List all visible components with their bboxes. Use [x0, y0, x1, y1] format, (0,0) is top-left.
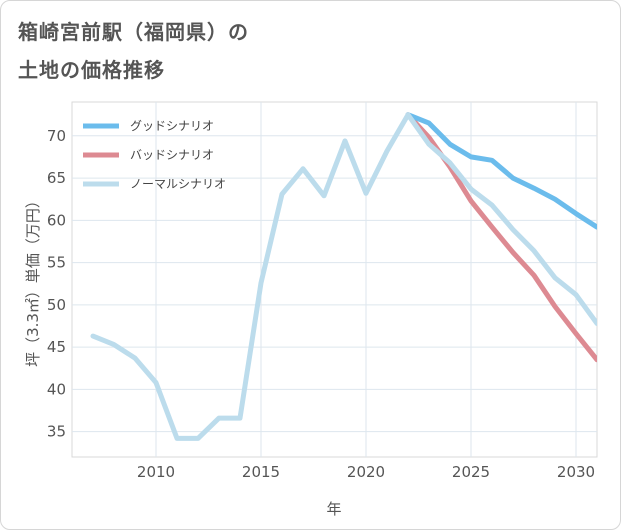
- y-tick-label: 35: [47, 423, 66, 441]
- chart-title-line1: 箱崎宮前駅（福岡県）の: [18, 20, 249, 44]
- x-tick-label: 2030: [557, 463, 595, 481]
- x-tick-label: 2010: [137, 463, 175, 481]
- axis-ticks: 2010 2015 2020 2025 2030 35 40 45 50 55 60 65 70: [47, 127, 595, 481]
- legend-label: バッドシナリオ: [130, 148, 214, 162]
- series-line-2: [90, 112, 597, 441]
- legend-label: ノーマルシナリオ: [130, 177, 226, 191]
- legend-label: グッドシナリオ: [130, 119, 214, 133]
- y-tick-label: 70: [47, 127, 66, 145]
- y-tick-label: 45: [47, 338, 66, 356]
- chart-title-line2: 土地の価格推移: [18, 58, 165, 82]
- series-line-0: [405, 112, 597, 230]
- series-lines: [90, 112, 597, 441]
- x-tick-label: 2020: [347, 463, 385, 481]
- y-tick-label: 65: [47, 169, 66, 187]
- y-tick-label: 60: [47, 211, 66, 229]
- x-tick-label: 2015: [242, 463, 280, 481]
- x-tick-label: 2025: [452, 463, 490, 481]
- y-tick-label: 40: [47, 380, 66, 398]
- y-tick-label: 55: [47, 254, 66, 272]
- y-axis-label: 坪（3.3㎡）単価（万円）: [24, 193, 42, 367]
- y-tick-label: 50: [47, 296, 66, 314]
- x-axis-label: 年: [326, 500, 341, 518]
